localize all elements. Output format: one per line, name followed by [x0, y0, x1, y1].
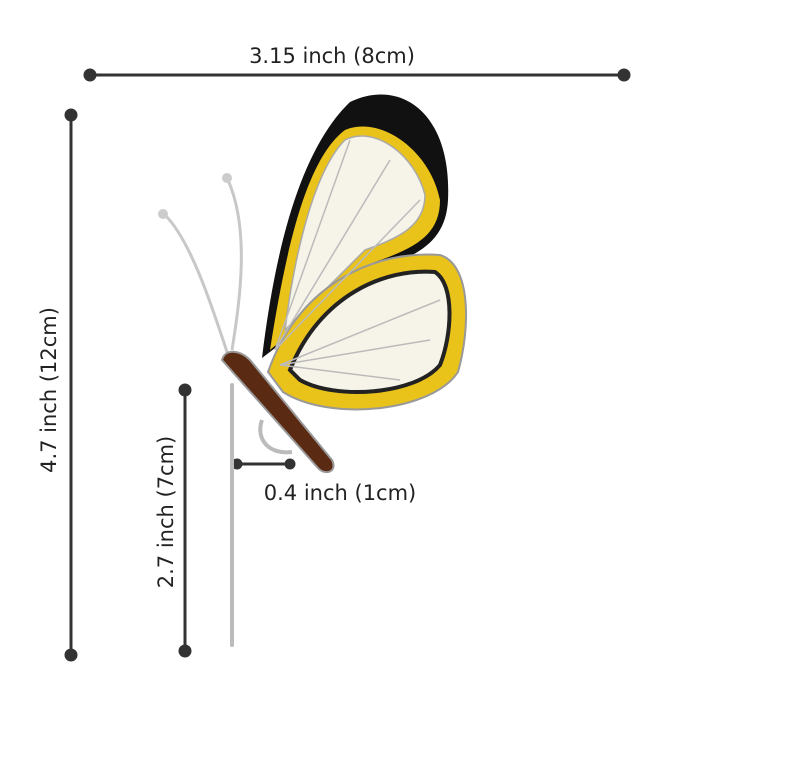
antenna — [226, 179, 243, 351]
endpoint — [178, 644, 192, 658]
endpoint — [178, 383, 192, 397]
wing-veins — [274, 139, 441, 381]
clip — [258, 419, 293, 455]
stem-length-label: 2.7 inch (7cm) — [154, 436, 178, 589]
endpoint — [64, 648, 78, 662]
body — [220, 350, 335, 474]
lower-wing-glass — [287, 269, 452, 394]
endpoint — [83, 68, 97, 82]
clip-width-label: 0.4 inch (1cm) — [264, 481, 417, 505]
width-label: 3.15 inch (8cm) — [249, 44, 415, 68]
butterfly — [158, 94, 468, 647]
antenna-tip — [222, 173, 232, 183]
endpoint — [231, 458, 243, 470]
antenna — [163, 213, 230, 356]
height-label: 4.7 inch (12cm) — [37, 307, 61, 473]
antenna-tip — [158, 209, 168, 219]
dimension-lines — [64, 68, 631, 662]
upper-wing-glass — [283, 135, 426, 333]
endpoint — [64, 108, 78, 122]
endpoint — [284, 458, 296, 470]
endpoint — [617, 68, 631, 82]
